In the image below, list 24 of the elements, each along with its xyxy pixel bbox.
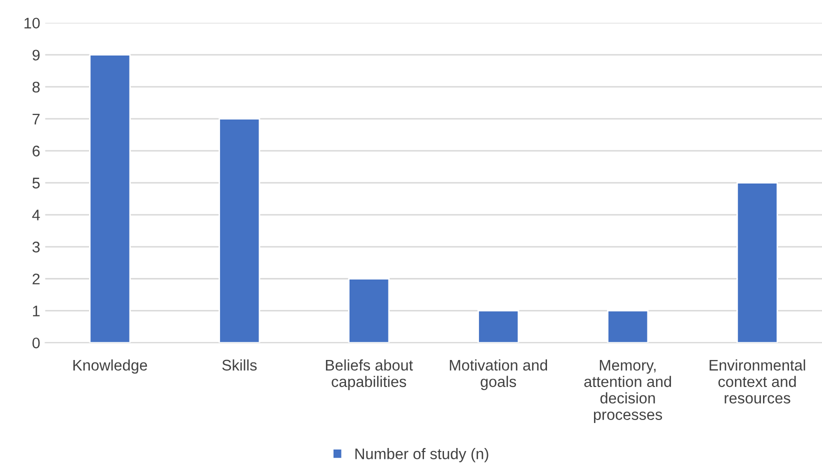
bar [89, 54, 131, 343]
x-tick-label: Beliefs about capabilities [326, 359, 413, 390]
x-tick-label: Memory, attention and decision processes [584, 360, 671, 423]
x-tick-label: Motivation and goals [450, 359, 548, 390]
y-tick-label: 9 [32, 50, 40, 61]
bar [218, 118, 260, 343]
y-tick-label: 0 [32, 338, 40, 348]
y-tick-label: 2 [32, 274, 40, 284]
bar [348, 278, 390, 343]
y-tick-label: 3 [32, 242, 40, 252]
x-tick-label: Environmental context and resources [710, 359, 806, 404]
y-tick-label: 8 [32, 82, 40, 93]
bar [607, 310, 649, 343]
y-tick-label: 5 [32, 178, 40, 188]
y-tick-label: 7 [32, 114, 40, 124]
x-tick-label: Knowledge [73, 359, 148, 374]
y-tick-label: 4 [32, 210, 40, 220]
bar [478, 310, 520, 343]
x-tick-label: Skills [222, 359, 257, 371]
y-tick-label: 10 [24, 18, 40, 29]
y-tick-label: 1 [33, 306, 40, 316]
legend-label: Number of study (n) [355, 448, 488, 462]
bar [736, 182, 778, 343]
y-tick-label: 6 [32, 146, 40, 156]
